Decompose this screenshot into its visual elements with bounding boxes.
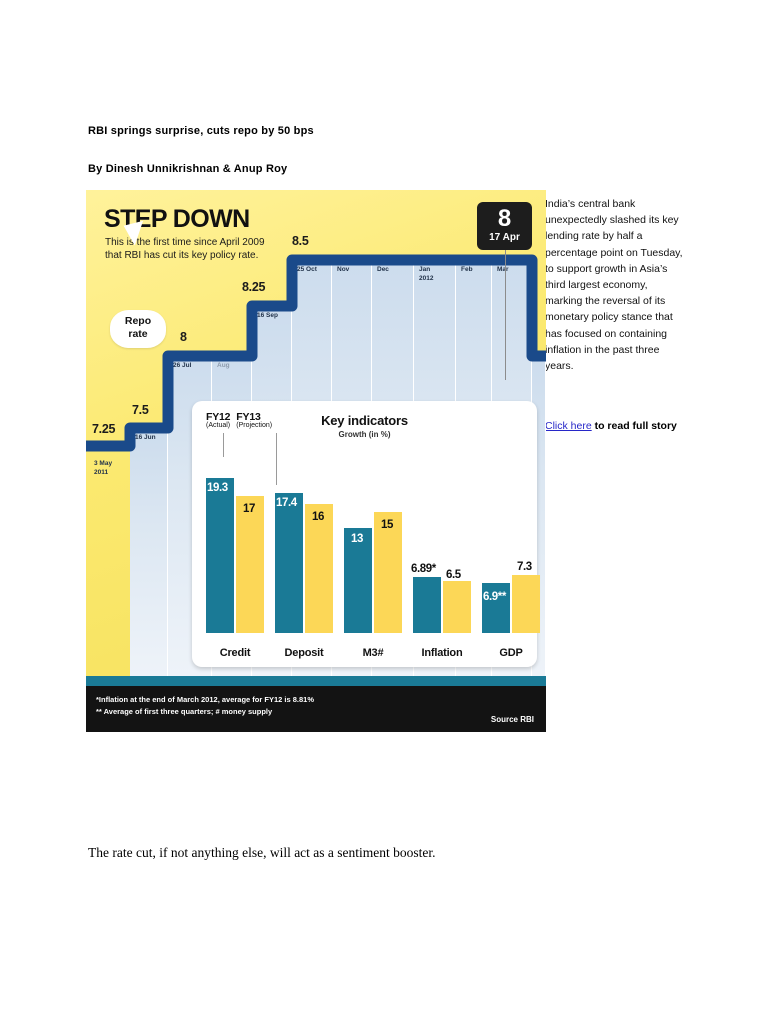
bar-deposit-fy13	[305, 504, 333, 633]
legend-leader-line-fy12	[223, 433, 225, 457]
bar-label-inflation-fy13: 6.5	[446, 569, 461, 581]
closing-paragraph: The rate cut, if not anything else, will…	[88, 845, 436, 860]
bar-label-deposit-fy12: 17.4	[276, 497, 297, 509]
badge-stem	[504, 250, 506, 380]
footnotes: *Inflation at the end of March 2012, ave…	[96, 695, 314, 716]
bar-group-deposit: 17.4 16 Deposit	[275, 449, 333, 659]
infographic-title: STEP DOWN	[104, 205, 250, 233]
badge-rate-value: 8	[497, 205, 512, 232]
category-label-inflation: Inflation	[421, 647, 463, 659]
legend-leader-line-fy13	[276, 433, 278, 485]
step-column-label-4: 16 Sep	[257, 312, 278, 319]
step-column-label-2: 26 Jul	[173, 362, 192, 369]
bar-credit-fy13	[236, 496, 264, 633]
bar-group-inflation: 6.89* 6.5 Inflation	[411, 449, 471, 659]
byline: By Dinesh Unnikrishnan & Anup Roy	[88, 163, 288, 175]
bar-inflation-fy12	[413, 577, 441, 633]
rate-value-8-25: 8.25	[242, 280, 266, 294]
key-indicators-subtitle: Growth (in %)	[338, 430, 391, 439]
bar-credit-fy12	[206, 478, 234, 633]
teal-divider-strip	[86, 676, 546, 686]
source-label: Source RBI	[490, 715, 534, 724]
legend-item-fy12: FY12 (Actual)	[206, 411, 230, 429]
bar-label-inflation-fy12: 6.89*	[411, 563, 436, 575]
bar-deposit-fy12	[275, 493, 303, 633]
bar-gdp-fy13	[512, 575, 540, 633]
bar-m3-fy12	[344, 528, 372, 633]
article-body: India’s central bank unexpectedly slashe…	[545, 196, 685, 374]
repo-rate-callout-label: Repo rate	[124, 315, 152, 340]
category-label-m3: M3#	[362, 647, 384, 659]
step-column-label-1: 16 Jun	[135, 434, 156, 441]
bar-label-m3-fy12: 13	[351, 533, 363, 545]
legend-note-fy13: (Projection)	[236, 422, 273, 429]
bar-label-gdp-fy13: 7.3	[517, 561, 532, 573]
bar-m3-fy13	[374, 512, 402, 633]
bar-group-gdp: 6.9** 7.3 GDP	[482, 449, 540, 659]
rate-value-8-5: 8.5	[292, 234, 309, 248]
bar-label-credit-fy13: 17	[243, 503, 255, 515]
key-indicators-title: Key indicators	[321, 413, 408, 428]
badge-rate-date: 17 Apr	[489, 232, 520, 243]
rate-value-7-25: 7.25	[92, 422, 116, 436]
page-title: RBI springs surprise, cuts repo by 50 bp…	[88, 125, 314, 137]
bar-label-credit-fy12: 19.3	[207, 482, 228, 494]
click-here-link[interactable]: Click here	[545, 420, 592, 432]
infographic: 16 Jun 26 Jul Aug 16 Sep 25 Oct Nov Dec …	[86, 190, 546, 732]
bar-label-gdp-fy12: 6.9**	[483, 591, 506, 603]
category-label-deposit: Deposit	[284, 647, 324, 659]
category-label-gdp: GDP	[499, 647, 523, 659]
category-label-credit: Credit	[219, 647, 251, 659]
bar-group-m3: 13 15 M3#	[344, 449, 402, 659]
step-column-label-6: Nov	[337, 266, 350, 273]
rate-date-3-may-2011: 3 May 2011	[94, 460, 113, 476]
step-column-1: 16 Jun	[130, 428, 168, 676]
step-column-label-7: Dec	[377, 266, 389, 273]
rate-value-7-5: 7.5	[132, 403, 149, 417]
read-full-story-block: Click here to read full story	[545, 418, 690, 434]
bar-group-credit: 19.3 17 Credit	[206, 449, 264, 659]
bar-label-deposit-fy13: 16	[312, 511, 324, 523]
read-full-story-suffix: to read full story	[591, 420, 677, 432]
repo-rate-callout: Repo rate	[110, 310, 166, 348]
current-rate-badge: 8 17 Apr	[477, 202, 532, 250]
article-body-text: India’s central bank unexpectedly slashe…	[545, 198, 683, 373]
bar-label-m3-fy13: 15	[381, 519, 393, 531]
rate-value-8: 8	[180, 330, 187, 344]
step-column-label-5: 25 Oct	[297, 266, 317, 273]
infographic-footer: *Inflation at the end of March 2012, ave…	[86, 686, 546, 732]
legend-label-fy13: FY13	[236, 411, 261, 423]
key-indicators-plot: 19.3 17 Credit 17.4 16 Deposit 13 15 M3#	[206, 449, 540, 659]
key-indicators-legend: FY12 (Actual) FY13 (Projection)	[206, 411, 278, 429]
step-column-label-8: Jan 2012	[419, 266, 434, 282]
key-indicators-panel: Key indicators Growth (in %) FY12 (Actua…	[192, 401, 540, 667]
step-column-label-10: Mar	[497, 266, 509, 273]
bar-inflation-fy13	[443, 581, 471, 633]
legend-label-fy12: FY12	[206, 411, 231, 423]
step-column-label-9: Feb	[461, 266, 473, 273]
bar-gdp-fy12	[482, 583, 510, 633]
legend-note-fy12: (Actual)	[206, 422, 231, 429]
legend-item-fy13: FY13 (Projection)	[236, 411, 272, 429]
infographic-subtitle: This is the first time since April 2009 …	[105, 237, 265, 261]
step-column-label-3: Aug	[217, 362, 230, 369]
